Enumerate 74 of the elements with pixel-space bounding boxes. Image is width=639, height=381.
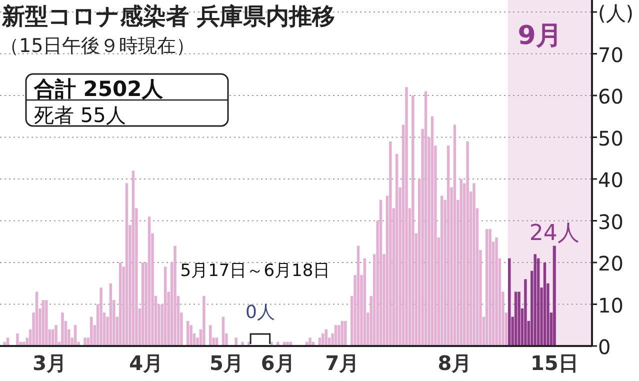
- bar: [543, 262, 546, 346]
- bar: [430, 116, 434, 346]
- bar: [495, 237, 498, 346]
- x-tick-label: 8月: [438, 351, 472, 375]
- bar: [125, 183, 128, 346]
- bar: [35, 292, 38, 346]
- bar: [344, 320, 347, 346]
- bar: [552, 246, 556, 346]
- y-tick-label: (人): [598, 1, 634, 25]
- annotation: 5月17日～6月18日: [180, 261, 330, 281]
- bar: [42, 300, 45, 346]
- bar: [440, 196, 444, 346]
- bar: [61, 312, 64, 346]
- bar: [363, 258, 366, 346]
- bar: [524, 279, 527, 346]
- annotation: 9月: [518, 21, 562, 51]
- x-tick-label: 3月: [32, 351, 67, 375]
- bar: [536, 258, 540, 346]
- bar: [424, 91, 428, 346]
- annotation: 0人: [245, 302, 275, 323]
- bar: [164, 266, 167, 346]
- bar: [514, 292, 518, 346]
- bar: [472, 183, 476, 346]
- bar: [395, 154, 398, 346]
- bar: [174, 246, 176, 346]
- bar: [118, 262, 122, 346]
- bar: [379, 200, 382, 346]
- bar: [460, 179, 463, 346]
- bar: [54, 325, 58, 346]
- y-tick-label: 50: [598, 126, 624, 150]
- bar: [356, 246, 360, 346]
- y-tick-label: 0: [598, 335, 611, 359]
- bar: [338, 325, 340, 346]
- bar: [84, 338, 86, 346]
- bar: [308, 338, 312, 346]
- bar: [16, 333, 19, 346]
- bar: [148, 216, 151, 346]
- text: （15日午後９時現在）: [0, 35, 196, 57]
- y-tick-label: 60: [598, 84, 624, 108]
- bar: [466, 141, 469, 346]
- y-tick-label: 70: [598, 42, 624, 67]
- bar: [322, 333, 324, 346]
- bar: [518, 292, 520, 346]
- bar: [45, 300, 48, 346]
- y-tick-label: 30: [598, 210, 624, 234]
- bar: [90, 316, 93, 346]
- bar: [446, 146, 450, 346]
- bar: [412, 96, 414, 346]
- bar: [202, 296, 206, 346]
- bar: [132, 170, 135, 346]
- y-tick-label: 20: [598, 252, 624, 276]
- y-tick-label: 10: [598, 293, 624, 318]
- x-tick-label: 7月: [325, 351, 360, 375]
- bar: [234, 338, 238, 346]
- annotation: 合計 2502人: [33, 77, 164, 101]
- bar: [389, 141, 392, 346]
- y-tick-label: 40: [598, 168, 624, 192]
- bar: [486, 229, 488, 346]
- data-label: 24人: [529, 220, 580, 246]
- x-tick-label: 5月: [209, 351, 244, 375]
- bar: [190, 325, 192, 346]
- bar: [141, 262, 144, 346]
- bar: [508, 258, 511, 346]
- bar: [109, 283, 112, 346]
- annotation: 死者 55人: [34, 103, 126, 127]
- bar: [488, 229, 492, 346]
- bar: [405, 87, 408, 346]
- x-tick-label: 15日: [530, 351, 578, 375]
- x-tick-label: 6月: [260, 351, 295, 375]
- x-tick-label: 4月: [129, 351, 164, 375]
- bar: [453, 124, 456, 346]
- chart-title: 新型コロナ感染者 兵庫県内推移: [1, 3, 336, 30]
- bar: [100, 288, 102, 346]
- bar: [534, 254, 536, 346]
